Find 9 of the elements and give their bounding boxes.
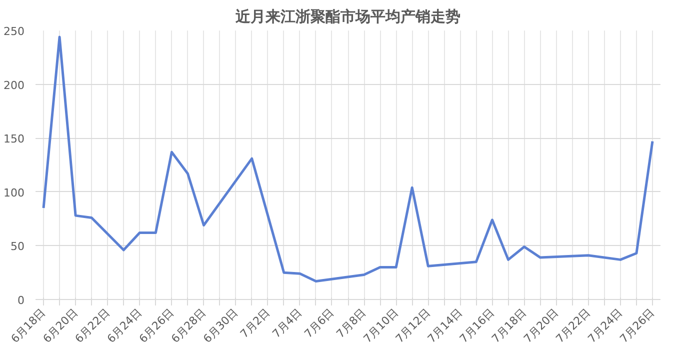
y-tick-label: 100 <box>4 186 25 200</box>
x-tick-label: 7月2日 <box>238 306 272 341</box>
y-tick-label: 250 <box>4 25 25 38</box>
y-tick-label: 0 <box>18 294 24 307</box>
y-tick-label: 200 <box>4 78 25 92</box>
y-tick-label: 50 <box>10 240 25 254</box>
y-tick-label: 150 <box>4 132 25 146</box>
line-series <box>42 36 654 282</box>
chart-title: 近月来江浙聚酯市场平均产销走势 <box>234 8 460 26</box>
